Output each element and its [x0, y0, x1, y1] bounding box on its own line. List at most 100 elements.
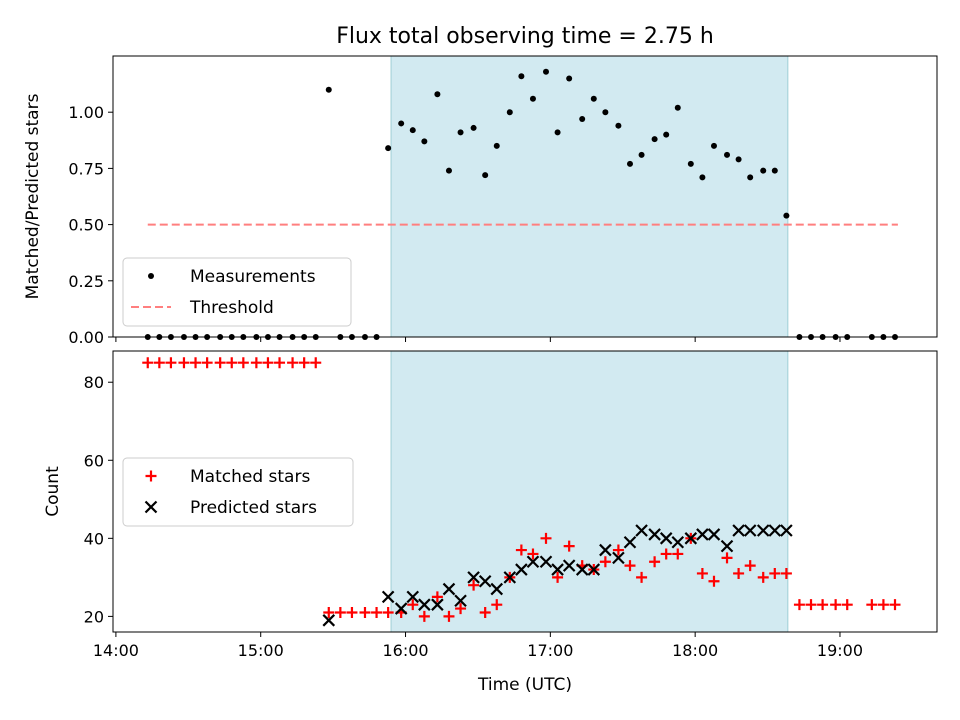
count-panel: 20 40 60 80 14:00 15:00 16:00 17:00 18:00 19:00 Co… [43, 350, 938, 660]
predicted-stars-point [394, 602, 408, 615]
matched-stars-point [769, 567, 781, 579]
predicted-stars-point [442, 582, 456, 596]
matched-stars-point [418, 610, 430, 622]
matched-stars-point [866, 599, 878, 611]
matched-stars-point [214, 357, 226, 369]
x-tick-label: 19:00 [817, 641, 863, 660]
predicted-stars-point [454, 594, 467, 608]
x-tick-label: 14:00 [93, 641, 139, 660]
measurements-point [602, 109, 609, 116]
y-axis-label: Count [43, 466, 63, 517]
predicted-stars-point [418, 598, 431, 611]
y-tick-label: 40 [84, 529, 104, 548]
matched-stars-point [612, 544, 624, 556]
matched-stars-point [298, 357, 310, 369]
measurements-point [783, 212, 790, 219]
y-tick-label: 0.75 [68, 159, 104, 178]
matched-stars-point [624, 560, 636, 572]
y-tick-label: 80 [84, 373, 104, 392]
x-tick-label: 18:00 [672, 641, 718, 660]
predicted-stars-point [467, 571, 480, 584]
measurements-point [470, 124, 477, 131]
measurements-point [760, 167, 767, 174]
matched-stars-point [226, 357, 238, 369]
measurements-point [615, 122, 622, 129]
matched-stars-point [190, 357, 202, 369]
matched-stars-point [237, 357, 249, 369]
matched-stars-point [153, 357, 165, 369]
measurements-point [710, 142, 717, 149]
matched-stars-point [552, 571, 564, 583]
predicted-stars-point [707, 528, 721, 541]
matched-stars-point [889, 599, 901, 611]
measurements-point [724, 151, 731, 158]
matched-stars-point [491, 599, 503, 611]
matched-stars-point [407, 599, 419, 611]
measurements-point [409, 127, 416, 134]
matched-stars-point [323, 606, 335, 618]
predicted-stars-point [503, 571, 517, 584]
matched-stars-point [636, 571, 648, 583]
matched-stars-point [165, 357, 177, 369]
predicted-stars-point [659, 532, 673, 545]
x-tick-label: 15:00 [238, 641, 284, 660]
matched-stars-point [757, 571, 769, 583]
measurements-point [554, 129, 561, 136]
matched-stars-point [382, 606, 394, 618]
observing-window-region [390, 55, 789, 338]
predicted-stars-point [381, 590, 395, 604]
measurements-point [542, 68, 549, 75]
x-tick-label: 17:00 [527, 641, 573, 660]
matched-stars-point [817, 599, 829, 611]
matched-stars-point [540, 532, 552, 544]
y-tick-label: 0.25 [68, 272, 104, 291]
predicted-stars-point [743, 524, 757, 537]
y-tick-label: 1.00 [68, 103, 104, 122]
predicted-stars-point [599, 543, 612, 557]
legend-label: Matched stars [190, 467, 310, 487]
measurements-point [747, 174, 754, 181]
y-axis-label: Matched/Predicted stars [23, 93, 43, 299]
measurements-point [445, 167, 452, 174]
predicted-stars-point [623, 535, 637, 549]
predicted-stars-point [720, 539, 734, 553]
matched-stars-point [841, 599, 853, 611]
matched-stars-point [744, 560, 756, 572]
predicted-stars-point [768, 524, 782, 537]
matched-stars-point [733, 567, 745, 579]
measurements-point [518, 73, 525, 80]
legend-label: Predicted stars [190, 498, 317, 518]
legend-box [122, 257, 352, 327]
y-tick-label: 0.50 [68, 216, 104, 235]
matched-stars-point [780, 567, 792, 579]
predicted-stars-point [539, 555, 553, 569]
measurements-point [687, 160, 694, 167]
predicted-stars-point [780, 524, 793, 537]
measurements-point [626, 160, 633, 167]
matched-stars-point [431, 591, 443, 603]
predicted-stars-point [612, 551, 625, 565]
predicted-stars-point [684, 532, 698, 545]
measurements-point [566, 75, 573, 82]
legend-marker [144, 500, 158, 514]
measurements-point [421, 138, 428, 145]
predicted-stars-point [587, 563, 601, 576]
matched-stars-point [250, 357, 262, 369]
predicted-stars-point [526, 555, 540, 569]
predicted-stars-point [515, 563, 528, 576]
matched-stars-point [142, 357, 154, 369]
matched-stars-point [455, 603, 467, 615]
matched-stars-point [287, 357, 299, 369]
measurements-point [529, 95, 536, 102]
matched-stars-point [649, 556, 661, 568]
predicted-stars-point [756, 524, 770, 537]
x-axis-label: Time (UTC) [477, 675, 572, 695]
matched-stars-point [830, 599, 842, 611]
predicted-stars-point [575, 563, 589, 576]
legend-box [122, 457, 354, 527]
predicted-stars-point [671, 535, 685, 549]
measurements-point [674, 104, 681, 111]
matched-stars-point [721, 552, 733, 564]
matched-stars-point [334, 606, 346, 618]
